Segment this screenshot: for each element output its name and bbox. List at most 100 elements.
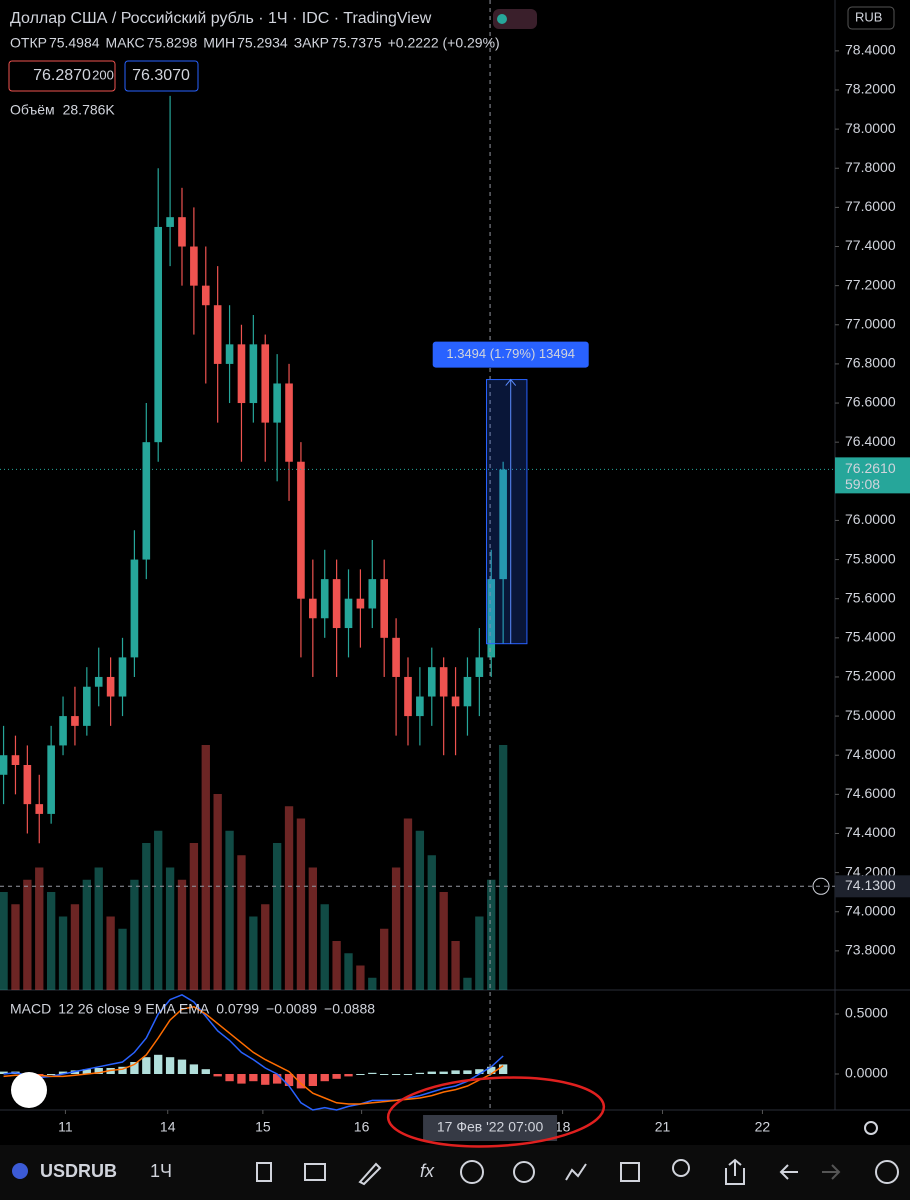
candle-body xyxy=(356,598,365,609)
candle-body xyxy=(23,765,32,805)
macd-hist-bar xyxy=(415,1072,425,1074)
candle-body xyxy=(59,716,67,746)
bid-box[interactable] xyxy=(8,60,116,92)
volume-bar xyxy=(130,879,139,990)
x-tick-label: 22 xyxy=(755,1119,771,1135)
info-button[interactable] xyxy=(875,1160,899,1184)
macd-signal xyxy=(3,1006,504,1105)
measure-box xyxy=(485,379,528,645)
macd-legend: −0.0888 xyxy=(324,1001,375,1017)
macd-legend: −0.0089 xyxy=(266,1001,317,1017)
compare-button[interactable] xyxy=(304,1163,326,1181)
layouts-button[interactable] xyxy=(620,1162,640,1182)
macd-hist-bar xyxy=(213,1074,222,1077)
macd-hist-bar xyxy=(308,1074,317,1086)
indicators-button[interactable]: fx xyxy=(420,1161,435,1181)
volume-bar xyxy=(46,892,56,990)
volume-bar xyxy=(189,843,199,990)
x-tick-label: 21 xyxy=(655,1119,671,1135)
macd-hist-bar xyxy=(130,1062,139,1074)
volume-bar xyxy=(154,830,163,990)
ohlc-value: 75.8298 xyxy=(147,35,198,51)
volume-bar xyxy=(0,892,8,990)
x-tick-label: 14 xyxy=(160,1119,176,1135)
macd-hist-bar xyxy=(261,1074,270,1085)
candle-body xyxy=(154,226,163,443)
volume-bar xyxy=(344,953,353,990)
chart-title: Доллар США / Российский рубль · 1Ч · IDC… xyxy=(10,10,432,27)
settings-button[interactable] xyxy=(864,1121,878,1135)
x-tick-label: 11 xyxy=(58,1119,73,1135)
candle-body xyxy=(320,579,329,619)
macd-hist-bar xyxy=(332,1074,341,1079)
volume-bar xyxy=(106,916,115,990)
volume-bar xyxy=(213,794,222,990)
undo-button[interactable] xyxy=(779,1164,798,1180)
volume-bar xyxy=(249,916,258,990)
macd-hist-bar xyxy=(177,1059,187,1074)
y-tick-label: 78.4000 xyxy=(845,42,896,58)
volume-bar xyxy=(142,843,151,990)
add-level-button[interactable] xyxy=(812,877,830,895)
y-tick-label: 77.4000 xyxy=(845,237,896,253)
candle-body xyxy=(487,579,496,658)
candle-body xyxy=(475,657,484,677)
volume-bar xyxy=(284,806,294,990)
ohlc-name: ЗАКР xyxy=(294,35,329,51)
macd-hist-bar xyxy=(46,1074,56,1075)
candle-body xyxy=(166,217,174,227)
draw-button[interactable] xyxy=(358,1162,382,1186)
y-tick-label: 77.8000 xyxy=(845,159,896,175)
y-tick-label: 75.8000 xyxy=(845,550,896,566)
candle-body xyxy=(130,559,139,658)
candle-body xyxy=(309,598,317,619)
alert-button[interactable] xyxy=(513,1161,535,1183)
volume-bar xyxy=(415,830,425,990)
macd-hist-bar xyxy=(463,1070,472,1074)
candle-type-button[interactable] xyxy=(256,1162,272,1182)
volume-bar xyxy=(296,818,306,990)
volume-bar xyxy=(475,916,484,990)
volume-label: Объём xyxy=(10,102,55,118)
ohlc-name: МИН xyxy=(203,35,235,51)
y-tick-label: 74.6000 xyxy=(845,785,896,801)
toolbar-icons: fx xyxy=(11,9,899,1186)
countdown: 59:08 xyxy=(845,476,880,492)
macd-hist-bar xyxy=(498,1064,508,1074)
volume-bar xyxy=(332,941,341,990)
macd-hist-bar xyxy=(249,1074,258,1082)
ideas-button[interactable] xyxy=(565,1163,587,1181)
candle-body xyxy=(0,755,8,775)
redo-button[interactable] xyxy=(822,1164,841,1180)
macd-legend: 12 26 close 9 EMA EMA xyxy=(58,1001,210,1017)
crosshair-label: 17 Фев '22 07:00 xyxy=(437,1119,544,1135)
last-price-label: 76.2610 xyxy=(845,460,896,476)
symbol[interactable]: USDRUB xyxy=(40,1161,117,1181)
candle-body xyxy=(249,344,258,404)
hints-button[interactable] xyxy=(672,1159,690,1177)
add-button[interactable] xyxy=(460,1160,484,1184)
bid: 76.2870 xyxy=(33,67,91,84)
share-button[interactable] xyxy=(725,1158,745,1185)
ask-box[interactable] xyxy=(124,60,199,92)
volume-bar xyxy=(70,904,80,990)
y-tick-label: 77.2000 xyxy=(845,276,896,292)
y-tick-label: 75.4000 xyxy=(845,629,896,645)
interval[interactable]: 1Ч xyxy=(150,1161,172,1181)
status-pill xyxy=(493,9,537,29)
ask: 76.3070 xyxy=(132,67,190,84)
candle-body xyxy=(190,246,198,286)
volume-bar xyxy=(11,904,20,990)
volume-bar xyxy=(356,965,365,990)
volume-bar xyxy=(118,928,127,990)
macd-hist-bar xyxy=(320,1074,329,1082)
candle-body xyxy=(451,696,460,707)
candle-body xyxy=(261,344,270,423)
y-tick-label: 74.4000 xyxy=(845,824,896,840)
macd-hist-bar xyxy=(344,1074,353,1077)
volume-bar xyxy=(403,818,413,990)
candle-body xyxy=(94,676,103,687)
macd-hist-bar xyxy=(189,1064,199,1074)
macd-hist-bar xyxy=(82,1069,91,1074)
